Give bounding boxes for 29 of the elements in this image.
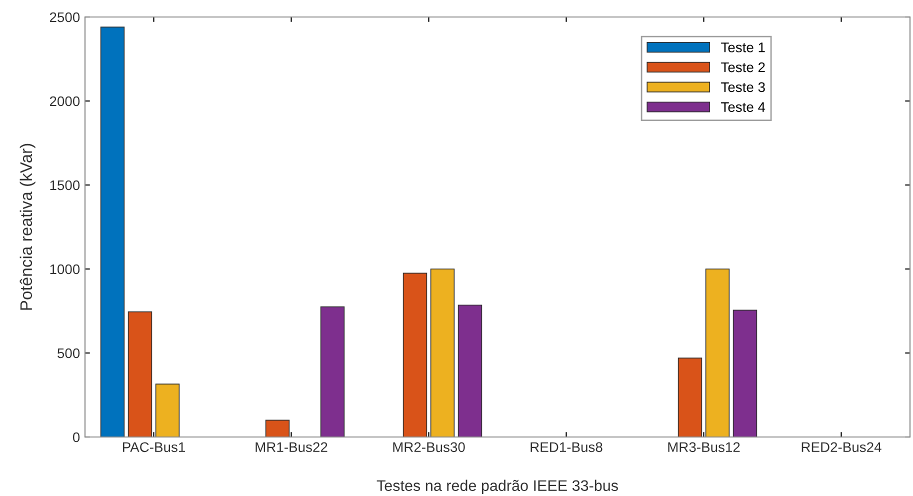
bar	[430, 268, 455, 437]
bar	[155, 384, 180, 437]
y-tick-label: 500	[58, 348, 80, 358]
x-axis-title: Testes na rede padrão IEEE 33-bus	[376, 480, 618, 494]
y-tick-label: 0	[72, 432, 80, 442]
y-tick-label: 1500	[50, 180, 80, 190]
y-tick-label: 1000	[50, 264, 80, 274]
legend-label: Teste 4	[721, 102, 766, 112]
bar	[320, 306, 345, 437]
bar	[705, 268, 730, 437]
bar	[732, 310, 758, 437]
y-axis-title: Potência reativa (kVar)	[20, 144, 36, 310]
x-tick-label: RED2-Bus24	[802, 442, 882, 452]
x-tick-label: RED1-Bus8	[530, 442, 602, 452]
bar	[458, 304, 482, 437]
legend-label: Teste 1	[721, 42, 765, 52]
y-tick-label: 2500	[50, 12, 80, 22]
bar	[265, 420, 290, 437]
bar	[128, 311, 152, 437]
bar	[678, 358, 702, 437]
legend-label: Teste 2	[721, 62, 765, 72]
legend-label: Teste 3	[721, 82, 765, 92]
x-tick-label: MR2-Bus30	[393, 442, 465, 452]
x-tick-label: PAC-Bus1	[122, 442, 185, 452]
bar	[100, 26, 125, 437]
x-tick-label: MR1-Bus22	[256, 442, 328, 452]
y-tick-label: 2000	[50, 96, 80, 106]
bar	[402, 272, 428, 437]
x-tick-label: MR3-Bus12	[668, 442, 740, 452]
